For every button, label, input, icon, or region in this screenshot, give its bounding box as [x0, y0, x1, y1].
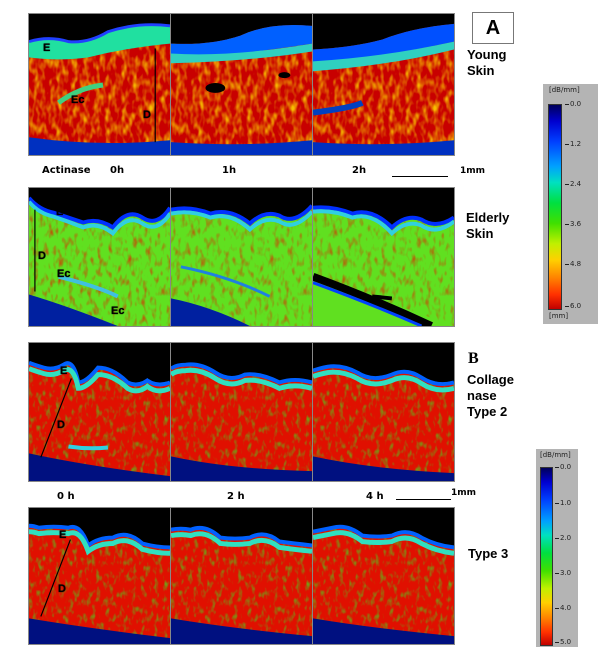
- colorbar-tick: 4.0: [554, 604, 572, 612]
- time-label-1: 1h: [222, 165, 237, 176]
- annotation-dermis: D: [38, 250, 46, 262]
- row-title-line: Type 2: [467, 404, 508, 419]
- time-label-2: 4 h: [366, 491, 384, 502]
- colorbar-tick: 2.4: [564, 180, 582, 188]
- time-label-1: 2 h: [227, 491, 245, 502]
- oct-image-type3-0h: E D: [28, 507, 171, 645]
- oct-image-type2-0h: E D: [28, 342, 171, 482]
- oct-image-young-1h: [170, 13, 313, 156]
- row-title-line: Skin: [466, 226, 494, 241]
- annotation-epidermis: E: [43, 42, 51, 54]
- row-title-collagenase-type2: Collage nase Type 2: [467, 372, 514, 420]
- row-title-line: Elderly: [466, 210, 510, 225]
- annotation-elastic-collagen: Ec: [111, 305, 125, 317]
- row-title-line: Collage: [467, 372, 514, 387]
- section-b-label: B: [468, 350, 479, 367]
- row-title-young: Young Skin: [467, 47, 506, 79]
- row-title-type3: Type 3: [468, 546, 509, 561]
- annotation-dermis: D: [58, 583, 66, 595]
- oct-image-type2-2h: [170, 342, 313, 482]
- oct-image-elderly-1h: [170, 187, 313, 327]
- scale-bar: [396, 499, 451, 500]
- section-a-label: A: [472, 12, 514, 44]
- time-label-2: 2h: [352, 165, 367, 176]
- annotation-elastic-collagen: Ec: [71, 94, 85, 106]
- annotation-elastic-collagen: Ec: [57, 268, 71, 280]
- row-title-line: Young: [467, 47, 507, 62]
- colorbar-tick: 5.0: [554, 638, 572, 646]
- oct-image-elderly-0h: E D Ec Ec: [28, 187, 171, 327]
- treatment-label: Actinase: [42, 165, 91, 176]
- oct-image-type3-4h: [312, 507, 455, 645]
- annotation-epidermis: E: [60, 365, 68, 377]
- colorbar-tick: 1.2: [564, 140, 582, 148]
- row-title-line: nase: [467, 388, 497, 403]
- colorbar-tick: 1.0: [554, 499, 572, 507]
- colorbar-tick: 0.0: [554, 463, 572, 471]
- oct-image-young-2h: [312, 13, 455, 156]
- colorbar-tick: 3.6: [564, 220, 582, 228]
- oct-image-type3-2h: [170, 507, 313, 645]
- colorbar-tick: 6.0: [564, 302, 582, 310]
- time-label-0: 0h: [110, 165, 125, 176]
- annotation-dermis: D: [143, 109, 151, 121]
- row-title-line: Skin: [467, 63, 495, 78]
- colorbar-tick: 0.0: [564, 100, 582, 108]
- time-label-0: 0 h: [57, 491, 75, 502]
- colorbar-section-a: [dB/mm] 0.0 1.2 2.4 3.6 4.8 6.0 [mm]: [543, 84, 598, 324]
- annotation-epidermis: E: [56, 206, 64, 218]
- colorbar-unit: [dB/mm]: [549, 86, 580, 94]
- colorbar-gradient: [540, 467, 553, 646]
- scale-bar-label: 1mm: [460, 166, 486, 176]
- colorbar-tick: 3.0: [554, 569, 572, 577]
- colorbar-tick: 2.0: [554, 534, 572, 542]
- oct-image-elderly-2h: [312, 187, 455, 327]
- annotation-dermis: D: [57, 419, 65, 431]
- annotation-epidermis: E: [59, 529, 67, 541]
- colorbar-unit-bottom: [mm]: [549, 312, 569, 320]
- oct-image-young-0h: E Ec D: [28, 13, 171, 156]
- row-title-elderly: Elderly Skin: [466, 210, 509, 242]
- colorbar-gradient: [548, 104, 562, 310]
- colorbar-tick: 4.8: [564, 260, 582, 268]
- oct-image-type2-4h: [312, 342, 455, 482]
- scale-bar: [392, 176, 448, 177]
- colorbar-unit: [dB/mm]: [540, 451, 571, 459]
- colorbar-section-b: [dB/mm] 0.0 1.0 2.0 3.0 4.0 5.0: [536, 449, 578, 647]
- scale-bar-label: 1mm: [451, 488, 477, 498]
